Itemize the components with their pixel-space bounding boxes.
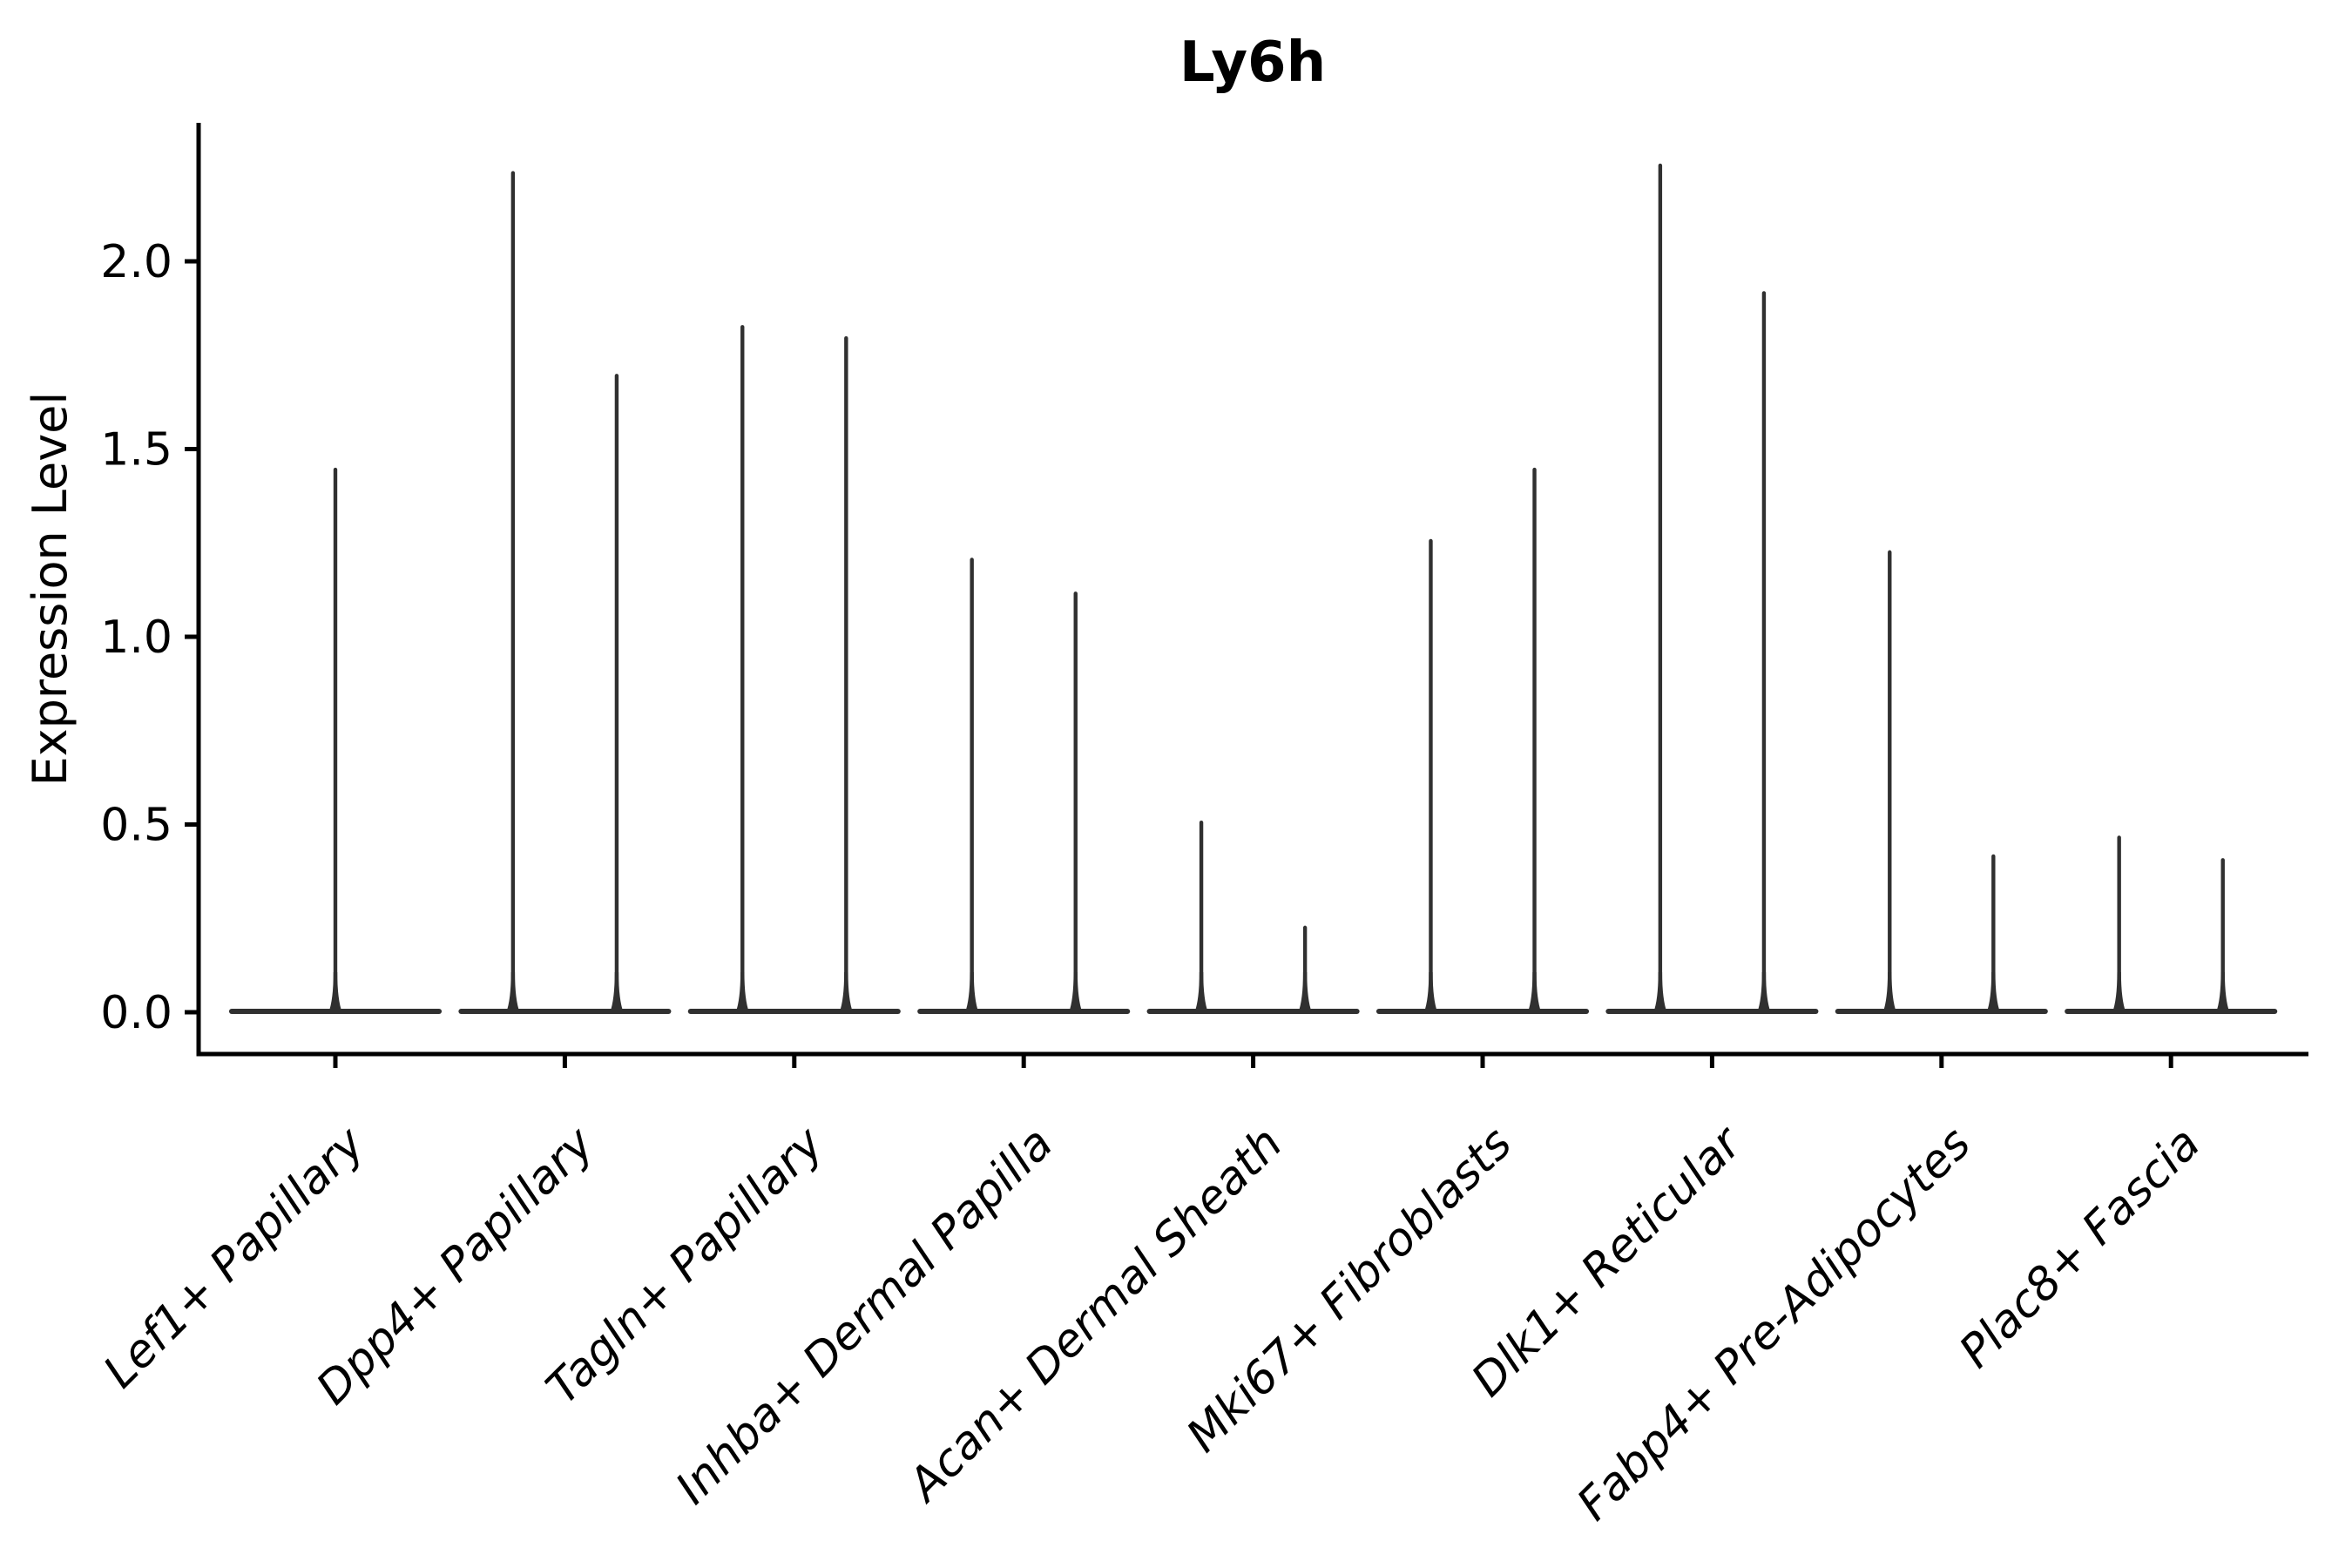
y-axis-label: Expression Level [23,392,78,787]
y-tick-label: 0.0 [100,987,172,1039]
violin-group [1375,467,1590,1014]
chart-title: Ly6h [1179,30,1326,95]
x-tick-label: Fabp4+ Pre-Adipocytes [1567,1118,1981,1531]
x-tick-label: Plac8+ Fascia [1950,1118,2210,1378]
y-tick-label: 2.0 [100,236,172,288]
violin-group [228,467,443,1014]
y-tick-label: 1.5 [100,424,172,476]
axes: 0.0 0.5 1.0 1.5 2.0 [100,123,2308,1068]
violin-group [917,558,1131,1014]
violin-group [687,325,901,1014]
y-tick-label: 0.5 [100,800,172,852]
violin-group [1146,820,1360,1014]
violin-group [2065,835,2278,1014]
violin-group [1835,550,2048,1014]
violin-series [228,163,2278,1014]
violin-group [458,171,672,1014]
x-tick-label: Inhba+ Dermal Papilla [666,1118,1064,1515]
y-tick-label: 1.0 [100,612,172,664]
violin-group [1605,163,1819,1014]
x-tick-label: Acan+ Dermal Sheath [897,1118,1293,1513]
